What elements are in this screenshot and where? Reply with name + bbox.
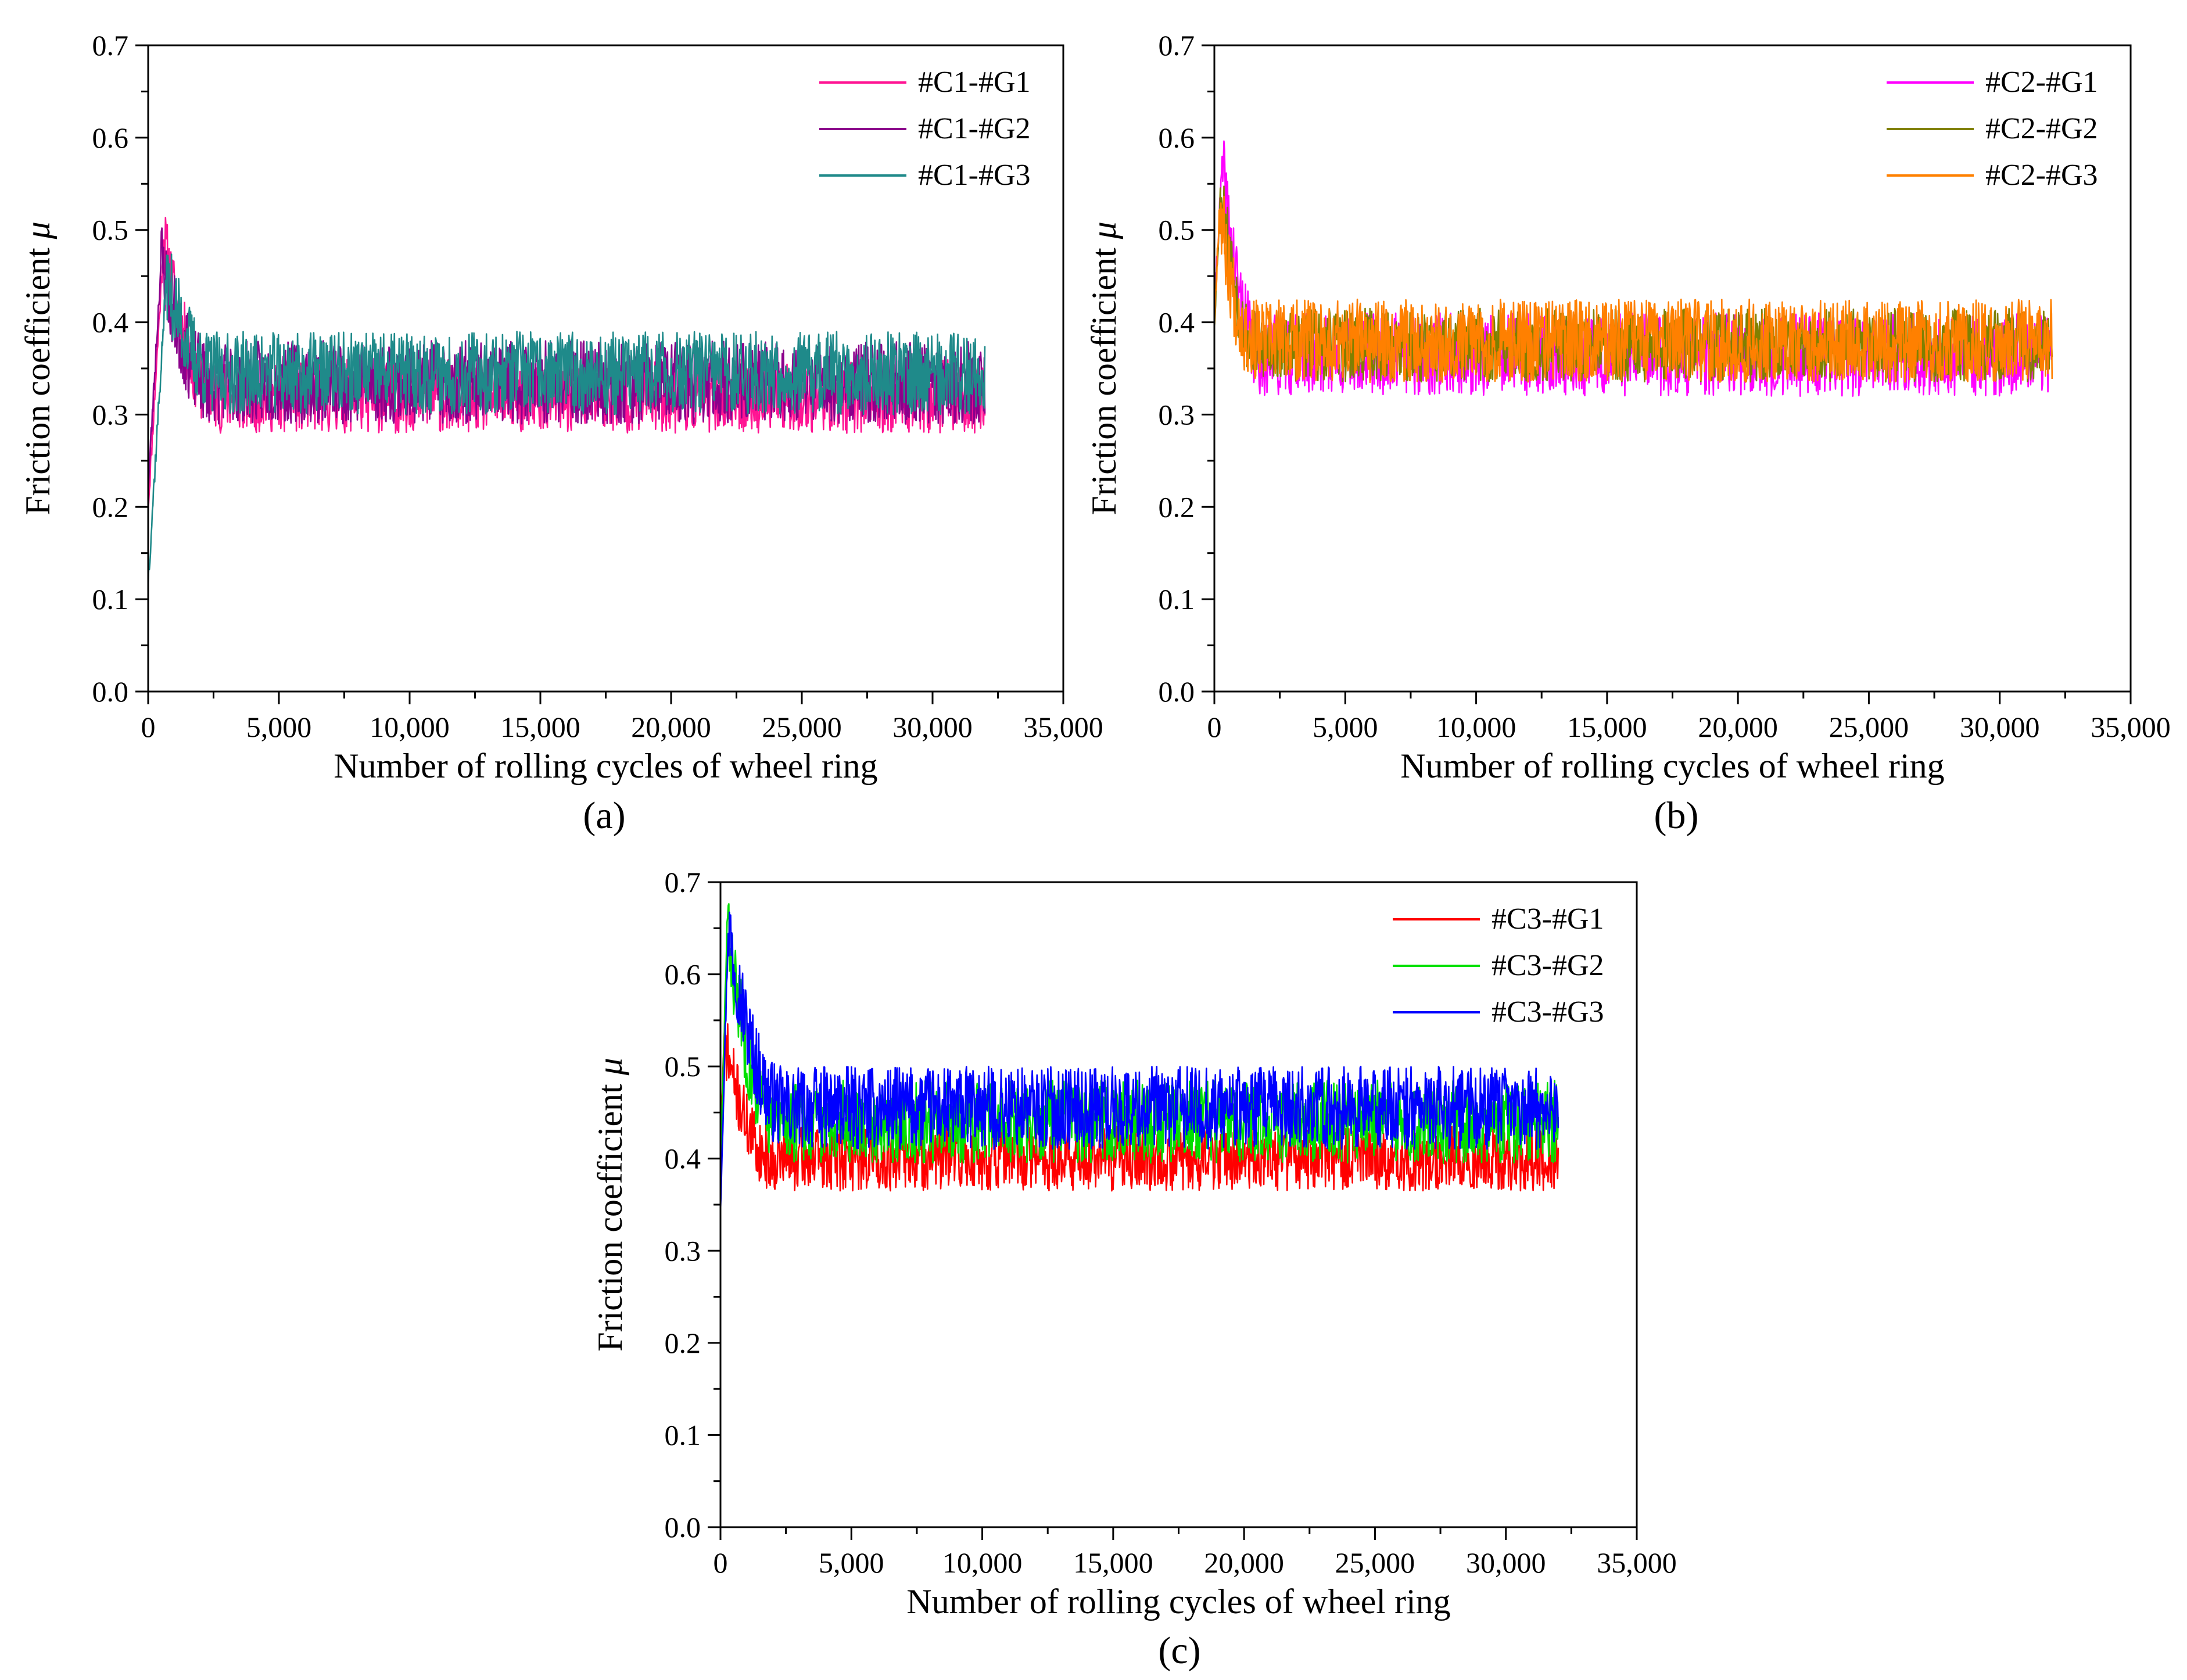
- x-tick-label: 35,000: [2091, 711, 2171, 743]
- legend: #C3-#G1 #C3-#G2 #C3-#G3: [1393, 902, 1604, 1029]
- x-tick-label: 5,000: [246, 711, 312, 743]
- x-tick-label: 25,000: [762, 711, 842, 743]
- y-tick-label: 0.3: [92, 398, 129, 431]
- x-tick-label: 5,000: [1313, 711, 1378, 743]
- y-axis-title: Friction coefficient μ: [19, 221, 57, 515]
- x-tick-label: 10,000: [942, 1546, 1023, 1579]
- legend-label: #C1-#G3: [918, 159, 1031, 192]
- x-tick-label: 20,000: [1204, 1546, 1284, 1579]
- y-tick-label: 0.0: [1159, 675, 1195, 708]
- legend-label: #C1-#G2: [918, 112, 1031, 145]
- y-tick-label: 0.1: [92, 583, 129, 615]
- y-tick-label: 0.6: [1159, 121, 1195, 154]
- legend-label: #C2-#G3: [1985, 159, 2098, 192]
- x-tick-label: 35,000: [1023, 711, 1103, 743]
- y-tick-label: 0.4: [665, 1142, 701, 1175]
- y-tick-label: 0.4: [1159, 306, 1195, 339]
- x-tick-label: 0: [1207, 711, 1222, 743]
- chart-panel-b: 0 5,000 10,000 15,000 20,000 25,000 30,000 35,0…: [1085, 29, 2171, 837]
- y-tick-label: 0.6: [665, 958, 701, 991]
- y-axis-title-text: Friction coefficient: [1085, 239, 1123, 515]
- y-tick-label: 0.0: [92, 675, 129, 708]
- series-group: [1214, 140, 2053, 397]
- legend-label: #C3-#G3: [1492, 995, 1604, 1029]
- series-group: [720, 903, 1559, 1210]
- legend-label: #C3-#G2: [1492, 949, 1604, 982]
- y-axis-title-symbol: μ: [1085, 221, 1123, 239]
- y-axis-title-symbol: μ: [591, 1058, 629, 1076]
- x-axis-title: Number of rolling cycles of wheel ring: [1400, 747, 1944, 785]
- x-tick-label: 20,000: [631, 711, 711, 743]
- legend: #C2-#G1 #C2-#G2 #C2-#G3: [1887, 66, 2098, 192]
- y-tick-label: 0.0: [665, 1511, 701, 1543]
- y-tick-label: 0.5: [665, 1050, 701, 1083]
- series-line-c3-g3: [720, 911, 1559, 1210]
- y-axis-title: Friction coefficient μ: [591, 1058, 629, 1352]
- y-axis-title: Friction coefficient μ: [1085, 221, 1123, 515]
- x-tick-label: 0: [714, 1546, 728, 1579]
- x-tick-label: 10,000: [370, 711, 450, 743]
- legend-label: #C2-#G2: [1985, 112, 2098, 145]
- y-tick-label: 0.2: [1159, 490, 1195, 523]
- x-tick-label: 25,000: [1335, 1546, 1415, 1579]
- y-tick-label: 0.4: [92, 306, 129, 339]
- chart-panel-a: 0 5,000 10,000 15,000 20,000 25,000 30,000 35,0…: [19, 29, 1103, 837]
- y-tick-label: 0.5: [1159, 214, 1195, 246]
- legend-label: #C2-#G1: [1985, 66, 2098, 99]
- x-tick-label: 15,000: [500, 711, 580, 743]
- y-tick-label: 0.7: [665, 866, 701, 898]
- y-axis-title-symbol: μ: [19, 221, 57, 239]
- x-tick-label: 20,000: [1698, 711, 1778, 743]
- legend-label: #C3-#G1: [1492, 902, 1604, 936]
- y-axis-title-text: Friction coefficient: [19, 239, 57, 515]
- x-tick-label: 15,000: [1567, 711, 1647, 743]
- x-tick-label: 5,000: [819, 1546, 884, 1579]
- series-group: [148, 217, 986, 588]
- x-tick-label: 35,000: [1597, 1546, 1677, 1579]
- x-tick-label: 30,000: [1960, 711, 2040, 743]
- x-tick-label: 10,000: [1436, 711, 1516, 743]
- y-tick-label: 0.6: [92, 121, 129, 154]
- y-axis-title-text: Friction coefficient: [591, 1075, 629, 1351]
- x-tick-label: 15,000: [1073, 1546, 1153, 1579]
- panel-label: (b): [1654, 794, 1699, 837]
- x-tick-label: 25,000: [1829, 711, 1909, 743]
- y-tick-label: 0.1: [1159, 583, 1195, 615]
- x-tick-label: 0: [141, 711, 156, 743]
- series-line-c2-g3: [1214, 195, 2053, 384]
- x-axis-title: Number of rolling cycles of wheel ring: [334, 747, 877, 785]
- x-tick-label: 30,000: [892, 711, 973, 743]
- y-tick-label: 0.5: [92, 214, 129, 246]
- legend-label: #C1-#G1: [918, 66, 1031, 99]
- chart-panel-c: 0 5,000 10,000 15,000 20,000 25,000 30,000 35,0…: [591, 866, 1677, 1672]
- y-tick-label: 0.3: [1159, 398, 1195, 431]
- x-tick-label: 30,000: [1466, 1546, 1546, 1579]
- legend: #C1-#G1 #C1-#G2 #C1-#G3: [819, 66, 1031, 192]
- y-tick-label: 0.2: [665, 1327, 701, 1359]
- y-tick-label: 0.7: [1159, 29, 1195, 62]
- x-axis-title: Number of rolling cycles of wheel ring: [906, 1582, 1450, 1621]
- panel-label: (a): [583, 794, 625, 837]
- y-tick-label: 0.7: [92, 29, 129, 62]
- panel-label: (c): [1158, 1629, 1200, 1672]
- y-tick-label: 0.1: [665, 1418, 701, 1451]
- series-line-c1-g3: [148, 253, 986, 588]
- y-tick-label: 0.2: [92, 490, 129, 523]
- y-tick-label: 0.3: [665, 1234, 701, 1267]
